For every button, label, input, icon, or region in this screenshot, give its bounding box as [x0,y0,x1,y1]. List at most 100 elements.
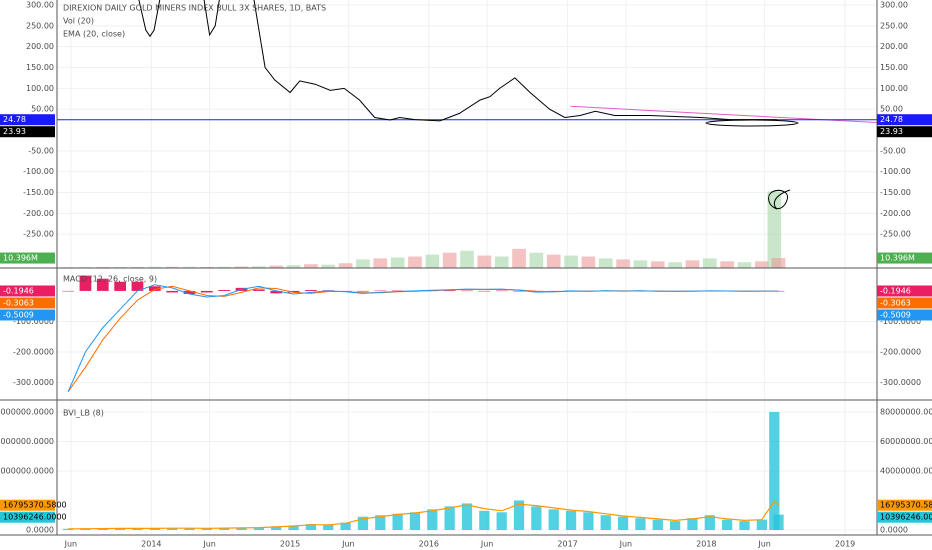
x-tick-label: Jun [757,540,771,549]
x-tick-label: 2019 [835,540,855,549]
volume-bar [321,264,336,268]
y-tick-label: -200.0000 [880,348,921,357]
bvi-bar [617,516,629,530]
volume-bar [633,260,648,268]
volume-bar [685,260,700,268]
value-label: 24.78 [3,115,26,124]
histogram-bar [114,281,126,291]
value-label: -0.1946 [880,286,911,295]
value-label: -0.5009 [880,310,911,319]
y-tick-label: -100.00 [880,167,911,176]
histogram-bar [96,278,109,291]
volume-bar [408,256,422,268]
bvi-bar [565,510,577,530]
histogram-bar [218,290,231,291]
bvi-bar [323,524,334,530]
value-label-box [0,499,55,511]
y-tick-label: -200.0000 [13,348,54,357]
value-label-box [877,511,932,523]
y-tick-label: -150.00 [880,188,911,197]
x-tick-label: Jun [202,540,216,549]
volume-bar [564,255,578,268]
bvi-bar [167,528,178,530]
histogram-bar [200,290,213,293]
volume-bar [338,263,353,268]
y-tick-label: 250.00 [26,21,54,30]
volume-bar [442,252,457,268]
bvi-bar [392,513,403,530]
volume-bar [217,266,232,268]
y-tick-label: 100.00 [880,84,908,93]
y-tick-label: 0.0000 [880,525,908,534]
bvi-bar [583,512,594,530]
x-tick-label: Jun [341,540,355,549]
volume-bar [373,258,388,268]
bvi-bar [769,411,780,530]
value-label: 16795370.5800 [3,501,67,510]
value-label-box [0,252,55,264]
y-tick-label: 250.00 [880,21,908,30]
bvi-bar [548,509,559,530]
value-label: -0.5009 [3,310,34,319]
histogram-bar [478,290,491,292]
y-tick-label: 40000000.0000 [880,466,932,475]
x-tick-label: 2016 [419,540,439,549]
y-tick-label: 100.00 [26,84,54,93]
y-tick-label: 200.00 [880,42,908,51]
volume-bar [252,266,266,268]
bvi-bar [409,512,421,530]
value-label: 24.78 [880,115,903,124]
volume-bar [737,262,752,268]
volume-bar [165,266,179,268]
bvi-bar [704,515,715,530]
volume-bar [702,258,717,268]
bvi-bar [253,527,265,530]
x-tick-label: 2017 [557,540,577,549]
bvi-bar [635,518,646,530]
bvi-title: BVI_LB (8) [63,409,104,418]
x-tick-label: Jun [64,540,78,549]
volume-bar [546,254,561,268]
value-label: 10.396M [880,254,915,263]
bvi-bar [219,528,230,530]
histogram-bar [443,290,456,292]
volume-bar [512,248,526,268]
histogram-bar [79,275,92,291]
value-label-box [877,285,932,297]
value-label: 10396246.0000 [3,513,67,522]
y-tick-label: 150.00 [26,63,54,72]
price-line-series [138,0,778,122]
value-label: 23.93 [880,127,903,136]
y-tick-label: -300.0000 [880,378,921,387]
value-label: 10.396M [3,254,38,263]
volume-bar [356,259,370,268]
value-label: -0.3063 [880,298,911,307]
y-tick-label: -100.00 [23,167,54,176]
bvi-bar [236,527,247,530]
bvi-bar [461,503,473,530]
y-tick-label: -100.0000 [880,317,921,326]
value-label: 10396246.0000 [880,513,932,522]
y-tick-label: 60000000.0000 [0,437,54,446]
bvi-bar [271,526,282,530]
bvi-bar [97,528,108,530]
volume-bar [771,258,786,268]
bvi-bar [773,514,784,530]
bvi-bar [305,524,317,530]
value-label-box [0,114,55,126]
macd-title: MACD (12, 26, close, 9) [63,275,157,284]
volume-bar [113,266,127,268]
volume-bar [755,261,769,268]
volume-bar [234,266,249,268]
y-tick-label: -250.00 [23,230,54,239]
y-tick-label: -50.00 [880,146,906,155]
bvi-bar [722,519,733,530]
value-label-box [0,309,55,321]
value-label-box [877,252,932,264]
value-label-box [877,126,932,138]
volume-bar [390,257,405,268]
bvi-bar [288,525,299,530]
histogram-bar [547,290,560,292]
bvi-bar [739,521,750,530]
